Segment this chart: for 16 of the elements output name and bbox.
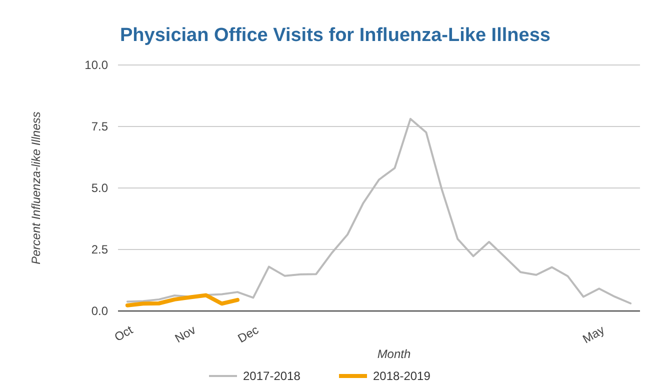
y-tick-label: 2.5 (91, 242, 108, 257)
y-tick-label: 10.0 (84, 58, 108, 72)
x-tick-label: May (580, 322, 607, 346)
y-tick-label: 5.0 (91, 181, 108, 196)
y-tick-label: 7.5 (91, 120, 108, 134)
line-series (126, 118, 632, 304)
x-tick-label: Dec (235, 322, 261, 346)
legend-label: 2018-2019 (373, 369, 431, 383)
x-tick-label: Oct (112, 322, 136, 344)
line-series (125, 293, 240, 308)
chart-title: Physician Office Visits for Influenza-Like Illness (120, 25, 550, 46)
x-axis-title: Month (377, 347, 411, 361)
legend-label: 2017-2018 (243, 369, 301, 383)
y-tick-label: 0.0 (91, 304, 108, 318)
y-axis-title: Percent Influenza-like Illness (29, 112, 43, 264)
x-tick-label: Nov (172, 322, 198, 346)
